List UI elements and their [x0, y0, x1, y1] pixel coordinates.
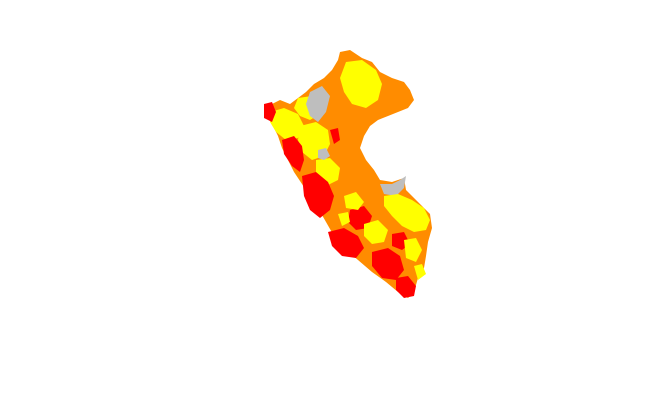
region-no-data-1	[306, 86, 330, 122]
region-coast-red-8	[396, 276, 416, 298]
region-south-yellow-3	[404, 238, 422, 262]
region-north-yellow-1	[340, 60, 382, 108]
region-north-yellow-3	[270, 108, 304, 140]
region-south-yellow-1	[344, 192, 364, 210]
region-coast-red-7	[372, 248, 404, 280]
region-south-yellow-5	[414, 264, 426, 280]
region-coast-red-1	[264, 102, 276, 122]
region-no-data-3	[318, 148, 330, 160]
region-coast-red-3	[302, 172, 334, 218]
region-coast-red-4	[330, 128, 340, 144]
region-coast-red-2	[282, 136, 304, 172]
region-east-yellow	[384, 194, 430, 232]
region-no-data-2	[380, 176, 406, 196]
region-south-yellow-4	[338, 212, 350, 226]
region-south-yellow-2	[364, 220, 388, 244]
region-coast-red-5	[328, 228, 364, 258]
